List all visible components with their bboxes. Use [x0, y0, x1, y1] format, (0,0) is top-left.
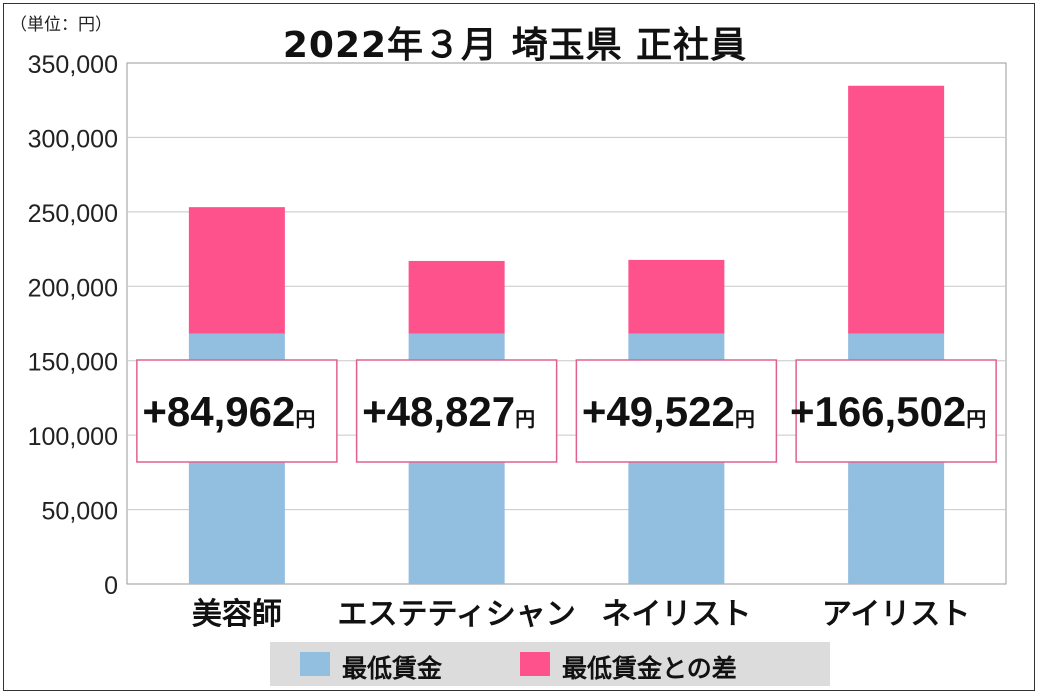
x-tick-label: ネイリスト	[601, 597, 751, 632]
y-tick-label: 50,000	[42, 498, 118, 526]
y-tick-label: 350,000	[28, 51, 118, 79]
legend-swatch-difference	[520, 652, 550, 676]
y-tick-label: 200,000	[28, 274, 118, 302]
diff-value: +84,962	[142, 388, 295, 435]
x-tick-label: アイリスト	[822, 597, 971, 632]
diff-label-box	[575, 359, 778, 463]
diff-label-box	[355, 359, 558, 463]
diff-data-label: +49,522円	[582, 388, 755, 435]
unit-label: （単位：円）	[10, 15, 112, 35]
diff-label-box	[795, 359, 997, 463]
legend-label-difference: 最低賃金との差	[562, 654, 737, 683]
x-tick-label: エステティシャン	[338, 597, 576, 632]
legend-swatch-min-wage	[300, 652, 330, 676]
bar-difference	[408, 260, 505, 334]
plot-area	[126, 62, 1007, 585]
diff-data-label: +84,962円	[142, 388, 315, 435]
diff-label-box	[136, 359, 338, 463]
y-tick-label: 100,000	[28, 423, 118, 451]
legend-label-min-wage: 最低賃金	[342, 654, 443, 683]
legend: 最低賃金 最低賃金との差	[270, 642, 830, 686]
x-tick-label: 美容師	[192, 597, 282, 632]
diff-value: +48,827	[362, 388, 515, 435]
diff-value: +49,522	[582, 388, 735, 435]
y-tick-label: 300,000	[28, 125, 118, 153]
diff-unit: 円	[966, 407, 986, 431]
y-tick-label: 0	[104, 572, 118, 600]
diff-data-label: +166,502円	[790, 388, 986, 435]
diff-value: +166,502	[790, 388, 966, 435]
bar-difference	[628, 259, 725, 334]
chart-title: 2022年３月 埼玉県 正社員	[282, 25, 748, 66]
y-tick-label: 150,000	[28, 349, 118, 377]
diff-data-label: +48,827円	[362, 388, 535, 435]
diff-unit: 円	[515, 407, 535, 431]
diff-unit: 円	[735, 407, 755, 431]
diff-unit: 円	[295, 407, 315, 431]
bar-difference	[848, 85, 945, 334]
bar-difference	[188, 207, 285, 334]
y-tick-label: 250,000	[28, 200, 118, 228]
